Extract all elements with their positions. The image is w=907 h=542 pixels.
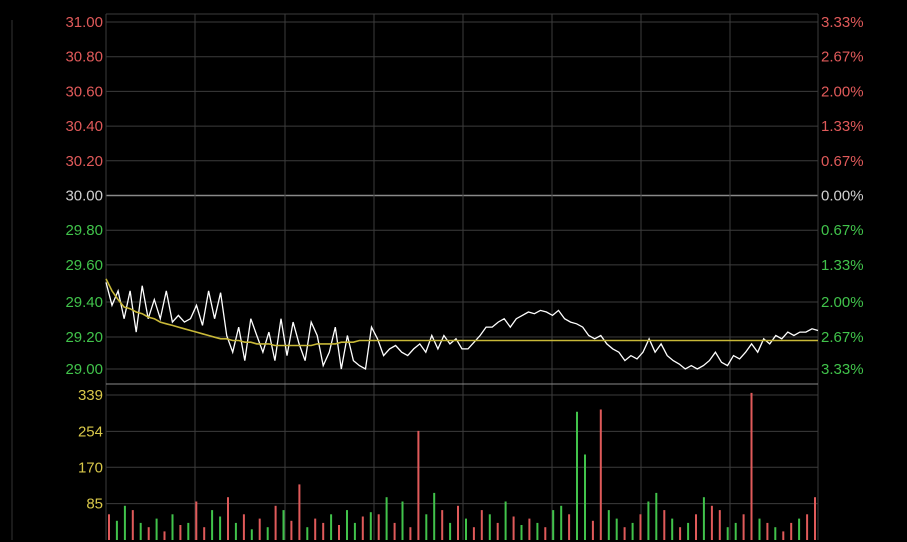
price-tick-label: 29.40 (65, 294, 103, 311)
volume-tick-label: 85 (86, 496, 103, 513)
price-tick-label: 29.00 (65, 361, 103, 378)
percent-tick-label: 1.33% (821, 118, 864, 135)
price-tick-label: 30.60 (65, 83, 103, 100)
percent-tick-label: 3.33% (821, 361, 864, 378)
price-tick-label: 30.00 (65, 188, 103, 205)
grid (11, 13, 819, 540)
price-tick-label: 29.80 (65, 222, 103, 239)
percent-tick-label: 0.67% (821, 153, 864, 170)
percent-tick-label: 2.00% (821, 83, 864, 100)
price-tick-label: 29.20 (65, 329, 103, 346)
percent-tick-label: 3.33% (821, 14, 864, 31)
price-tick-label: 30.80 (65, 49, 103, 66)
price-tick-label: 31.00 (65, 14, 103, 31)
axis-labels: 31.00 3.33% 30.80 2.67% 30.60 2.00% 30.40 1.33%… (65, 14, 863, 513)
price-lines (105, 278, 819, 371)
volume-tick-label: 339 (78, 387, 103, 404)
price-tick-label: 30.20 (65, 153, 103, 170)
percent-tick-label: 1.33% (821, 257, 864, 274)
price-tick-label: 29.60 (65, 257, 103, 274)
price-line (105, 282, 819, 371)
percent-tick-label: 0.00% (821, 188, 864, 205)
average-price-line (105, 278, 818, 347)
percent-tick-label: 2.00% (821, 294, 864, 311)
percent-tick-label: 2.67% (821, 49, 864, 66)
percent-tick-label: 2.67% (821, 329, 864, 346)
volume-tick-label: 170 (78, 459, 103, 476)
percent-tick-label: 0.67% (821, 222, 864, 239)
volume-tick-label: 254 (78, 423, 103, 440)
volume-bars (108, 392, 816, 540)
price-tick-label: 30.40 (65, 118, 103, 135)
